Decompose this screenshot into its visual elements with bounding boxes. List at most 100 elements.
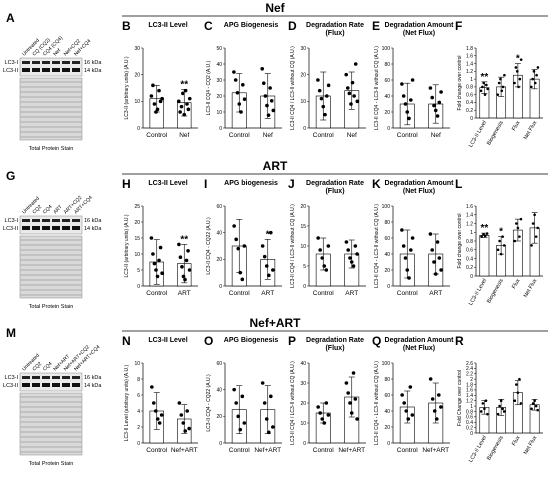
data-point (430, 397, 435, 401)
lc3-ii-band (32, 383, 40, 387)
row-title: Nef+ART (249, 316, 301, 330)
data-point (437, 393, 441, 397)
y-tick-label: 1.4 (466, 61, 473, 67)
data-point (484, 399, 488, 402)
data-point (518, 377, 521, 381)
data-point (499, 252, 503, 256)
lc3-blot-strip (19, 57, 83, 77)
y-tick-label: 20 (384, 268, 390, 274)
data-point (437, 256, 442, 260)
lc3-i-band (52, 376, 60, 379)
y-tick-label: 6 (137, 393, 140, 399)
panel-letter: I (204, 177, 207, 191)
chart-title: APG biogenesis (224, 180, 278, 187)
lc3-i-band (32, 376, 40, 379)
data-point (483, 234, 487, 238)
data-point (240, 394, 245, 399)
data-point (403, 256, 408, 260)
kda-label: 16 kDa (84, 375, 102, 381)
y-tick-label: 0.2 (466, 265, 473, 271)
data-point (326, 413, 331, 417)
panel-letter: C (204, 19, 213, 33)
y-tick-label: 0 (219, 126, 222, 132)
chart-title: APG Biogenesis (224, 337, 279, 344)
data-point (326, 83, 331, 88)
data-point (233, 78, 238, 82)
y-tick-label: 20 (134, 220, 140, 226)
band-label: LC3-II (3, 383, 18, 389)
y-tick-label: 1.6 (466, 54, 473, 60)
blot-caption: Total Protein Stain (29, 461, 74, 467)
data-point (483, 407, 486, 411)
blot-caption: Total Protein Stain (29, 304, 74, 310)
data-point (499, 399, 503, 402)
panel-letter: K (372, 177, 381, 191)
data-point (324, 401, 329, 405)
data-point (265, 103, 269, 108)
y-tick-label: 1.8 (466, 382, 473, 388)
significance-star: * (499, 227, 503, 238)
data-point (405, 268, 410, 272)
data-point (179, 104, 184, 109)
x-category-label: Biogenesis (486, 278, 505, 305)
data-point (533, 81, 537, 85)
lc3-i-band (72, 61, 80, 64)
kda-label: 16 kDa (84, 60, 102, 66)
lc3-i-band (22, 219, 30, 222)
data-point (179, 413, 184, 417)
y-tick-label: 0 (137, 126, 140, 132)
y-tick-label: 0 (303, 284, 306, 290)
total-protein-stain (19, 392, 83, 456)
data-point (516, 226, 520, 230)
y-tick-label: 20 (134, 72, 140, 78)
data-point (348, 256, 352, 260)
kda-label: 14 kDa (84, 383, 102, 389)
chart-panel: C APG Biogenesis 0 10 20 30 40 50 LC3-II CQ4 - C… (204, 19, 282, 139)
data-point (234, 401, 238, 405)
data-point (236, 414, 241, 419)
y-tick-label: 1.2 (466, 69, 473, 75)
y-tick-label: 0 (387, 441, 390, 447)
data-point (348, 401, 352, 405)
y-axis-label: LC3-II (arbitrary units) (A.U.) (124, 214, 130, 277)
data-point (410, 78, 415, 82)
data-point (241, 83, 245, 87)
y-tick-label: 0.2 (466, 425, 473, 431)
x-category-label: Biogenesis (486, 435, 505, 462)
data-point (266, 113, 271, 117)
y-tick-label: 0 (137, 284, 140, 290)
y-tick-label: 1 (470, 230, 473, 236)
chart-title: Degradation Rate (306, 180, 364, 187)
data-point (324, 268, 329, 272)
data-point (232, 70, 236, 74)
y-tick-label: 15 (300, 224, 306, 230)
panel-letter: N (122, 334, 131, 348)
data-point (517, 85, 520, 89)
data-point (349, 260, 354, 264)
y-axis-label: LC3-II (arbitrary units) (A.U.) (124, 56, 130, 119)
data-point (403, 102, 408, 106)
data-point (428, 377, 433, 381)
data-point (155, 107, 160, 112)
data-point (501, 407, 504, 411)
data-point (232, 224, 236, 228)
data-point (402, 401, 406, 405)
y-axis-label: LC3-II CQ4 - LC3-II without CQ (A.U.) (374, 204, 380, 288)
x-category-label: ART (178, 290, 191, 297)
lane-label: CQ4 (42, 361, 54, 373)
x-category-label: Flux (511, 120, 522, 132)
data-point (531, 402, 535, 405)
data-point (349, 411, 354, 415)
y-tick-label: 50 (216, 46, 222, 52)
y-tick-label: 0 (137, 441, 140, 447)
data-point (496, 412, 500, 416)
y-axis-label: LC3-II CQ4 - LC3-II without CQ (A.U.) (374, 361, 380, 445)
data-point (177, 401, 182, 405)
chart-title: LC3-II Level (148, 337, 187, 344)
data-point (439, 268, 443, 272)
chart-title: (Net Flux) (403, 30, 435, 37)
panel-letter: R (455, 334, 464, 348)
data-point (238, 270, 243, 275)
